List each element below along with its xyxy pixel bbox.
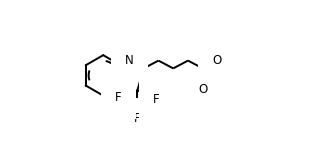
Text: F: F bbox=[153, 93, 160, 106]
Text: N: N bbox=[125, 54, 134, 67]
Text: F: F bbox=[115, 91, 122, 104]
Text: O: O bbox=[198, 83, 207, 96]
Text: O: O bbox=[212, 54, 221, 67]
Text: F: F bbox=[134, 112, 141, 125]
